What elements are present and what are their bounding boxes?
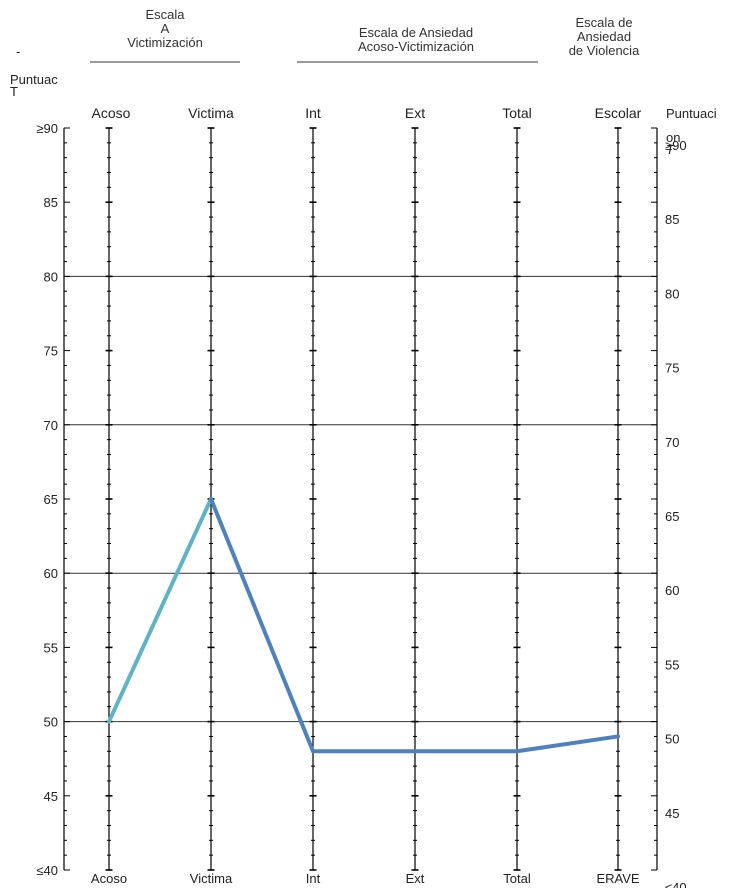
left-tick-label: ≤40 [36, 863, 58, 878]
top-category-label: Ext [405, 105, 425, 121]
right-tick-label: 65 [665, 509, 679, 524]
bottom-category-label: Acoso [91, 871, 127, 886]
series-point [616, 734, 620, 739]
left-axis-label: Puntuac T [10, 72, 58, 99]
header-dash: - [16, 44, 21, 59]
series-segment-1 [107, 497, 213, 724]
series-point [107, 719, 111, 724]
top-category-label: Int [305, 105, 321, 121]
header-group-1: Escala A Victimización [127, 7, 203, 50]
left-tick-label: 50 [44, 715, 58, 730]
left-tick-label: 60 [44, 566, 58, 581]
bottom-category-label: Victima [190, 871, 233, 886]
left-tick-label: 45 [44, 789, 58, 804]
left-tick-label: 70 [44, 418, 58, 433]
right-tick-label: 80 [665, 286, 679, 301]
left-tick-label: 65 [44, 492, 58, 507]
right-tick-label: 45 [665, 806, 679, 821]
right-tick-label: ≥90 [665, 138, 687, 153]
top-category-label: Acoso [92, 105, 131, 121]
right-tick-label: ≤40 [665, 880, 687, 888]
bottom-category-label: Int [306, 871, 321, 886]
header-group-2: Escala de Ansiedad Acoso-Victimización [357, 25, 475, 54]
right-axis-label-italic: T [666, 142, 674, 157]
top-category-label: Victima [188, 105, 234, 121]
right-tick-label: 75 [665, 361, 679, 376]
series-point [413, 749, 417, 754]
series-point [311, 749, 315, 754]
right-tick-label: 70 [665, 435, 679, 450]
series-point [209, 497, 213, 501]
bottom-category-label: Total [503, 871, 531, 886]
bottom-category-label: Ext [406, 871, 425, 886]
top-category-label: Total [502, 105, 532, 121]
left-tick-label: 85 [44, 195, 58, 210]
left-tick-label: 80 [44, 269, 58, 284]
header-group-3: Escala de Ansiedad de Violencia [568, 15, 640, 58]
top-category-label: Escolar [595, 105, 642, 121]
right-axis-label-line1: Puntuaci [666, 106, 717, 121]
bottom-category-label: ERAVE [596, 871, 639, 886]
right-tick-label: 55 [665, 657, 679, 672]
right-axis-label: Puntuaci on T [666, 96, 717, 156]
right-tick-label: 60 [665, 583, 679, 598]
series-point [515, 749, 519, 754]
left-tick-label: ≥90 [36, 121, 58, 136]
left-tick-label: 55 [44, 640, 58, 655]
right-axis-label-line2: on [666, 130, 681, 145]
right-tick-label: 50 [665, 732, 679, 747]
right-tick-label: 85 [665, 212, 679, 227]
left-tick-label: 75 [44, 344, 58, 359]
